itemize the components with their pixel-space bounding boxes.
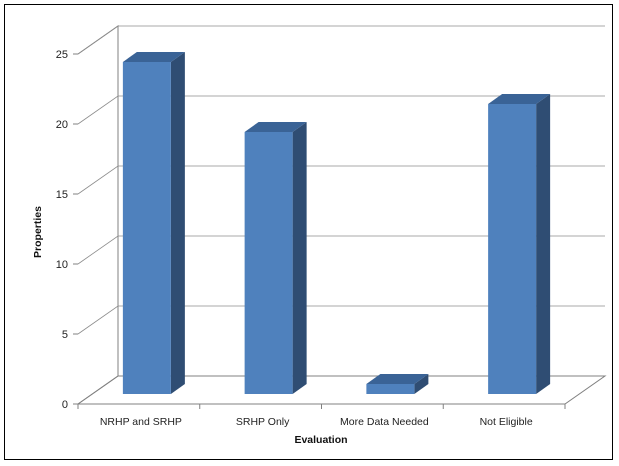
y-tick-label: 0: [62, 399, 68, 411]
bar-top: [488, 94, 551, 104]
y-axis-title: Properties: [32, 206, 44, 258]
bar-side: [414, 374, 429, 394]
bar-top: [244, 122, 307, 132]
bar-side: [536, 94, 551, 394]
gridline: [77, 165, 605, 195]
y-tick-label: 25: [56, 49, 68, 61]
bar-side: [170, 52, 185, 394]
bar: [244, 122, 307, 394]
y-tick-label: 20: [56, 119, 68, 131]
y-tick-label: 15: [56, 189, 68, 201]
y-tick-label: 5: [62, 329, 68, 341]
left-wall: [77, 25, 119, 405]
x-axis-labels: NRHP and SRHP SRHP Only More Data Needed No…: [77, 404, 566, 428]
gridlines: [77, 25, 605, 335]
x-tick-label: Not Eligible: [480, 416, 533, 428]
bar: [366, 374, 429, 394]
bar-front: [366, 384, 415, 394]
x-tick-label: NRHP and SRHP: [100, 416, 182, 428]
x-tick-label: More Data Needed: [340, 416, 429, 428]
x-axis-title: Evaluation: [294, 434, 347, 446]
gridline: [77, 25, 605, 55]
gridline: [77, 95, 605, 125]
bar: [488, 94, 551, 394]
gridline: [77, 305, 605, 335]
x-tick-label: SRHP Only: [236, 416, 290, 428]
bar-front: [122, 62, 171, 394]
gridline: [77, 235, 605, 265]
bar-top: [366, 374, 429, 384]
y-tick-label: 10: [56, 259, 68, 271]
bars: [122, 52, 551, 394]
bar-front: [244, 132, 293, 394]
bar-side: [292, 122, 307, 394]
y-axis-ticks: 0 5 10 15 20 25: [56, 49, 78, 411]
bar: [122, 52, 185, 394]
floor: [76, 375, 607, 405]
bar-front: [488, 104, 537, 394]
bar-top: [122, 52, 185, 62]
